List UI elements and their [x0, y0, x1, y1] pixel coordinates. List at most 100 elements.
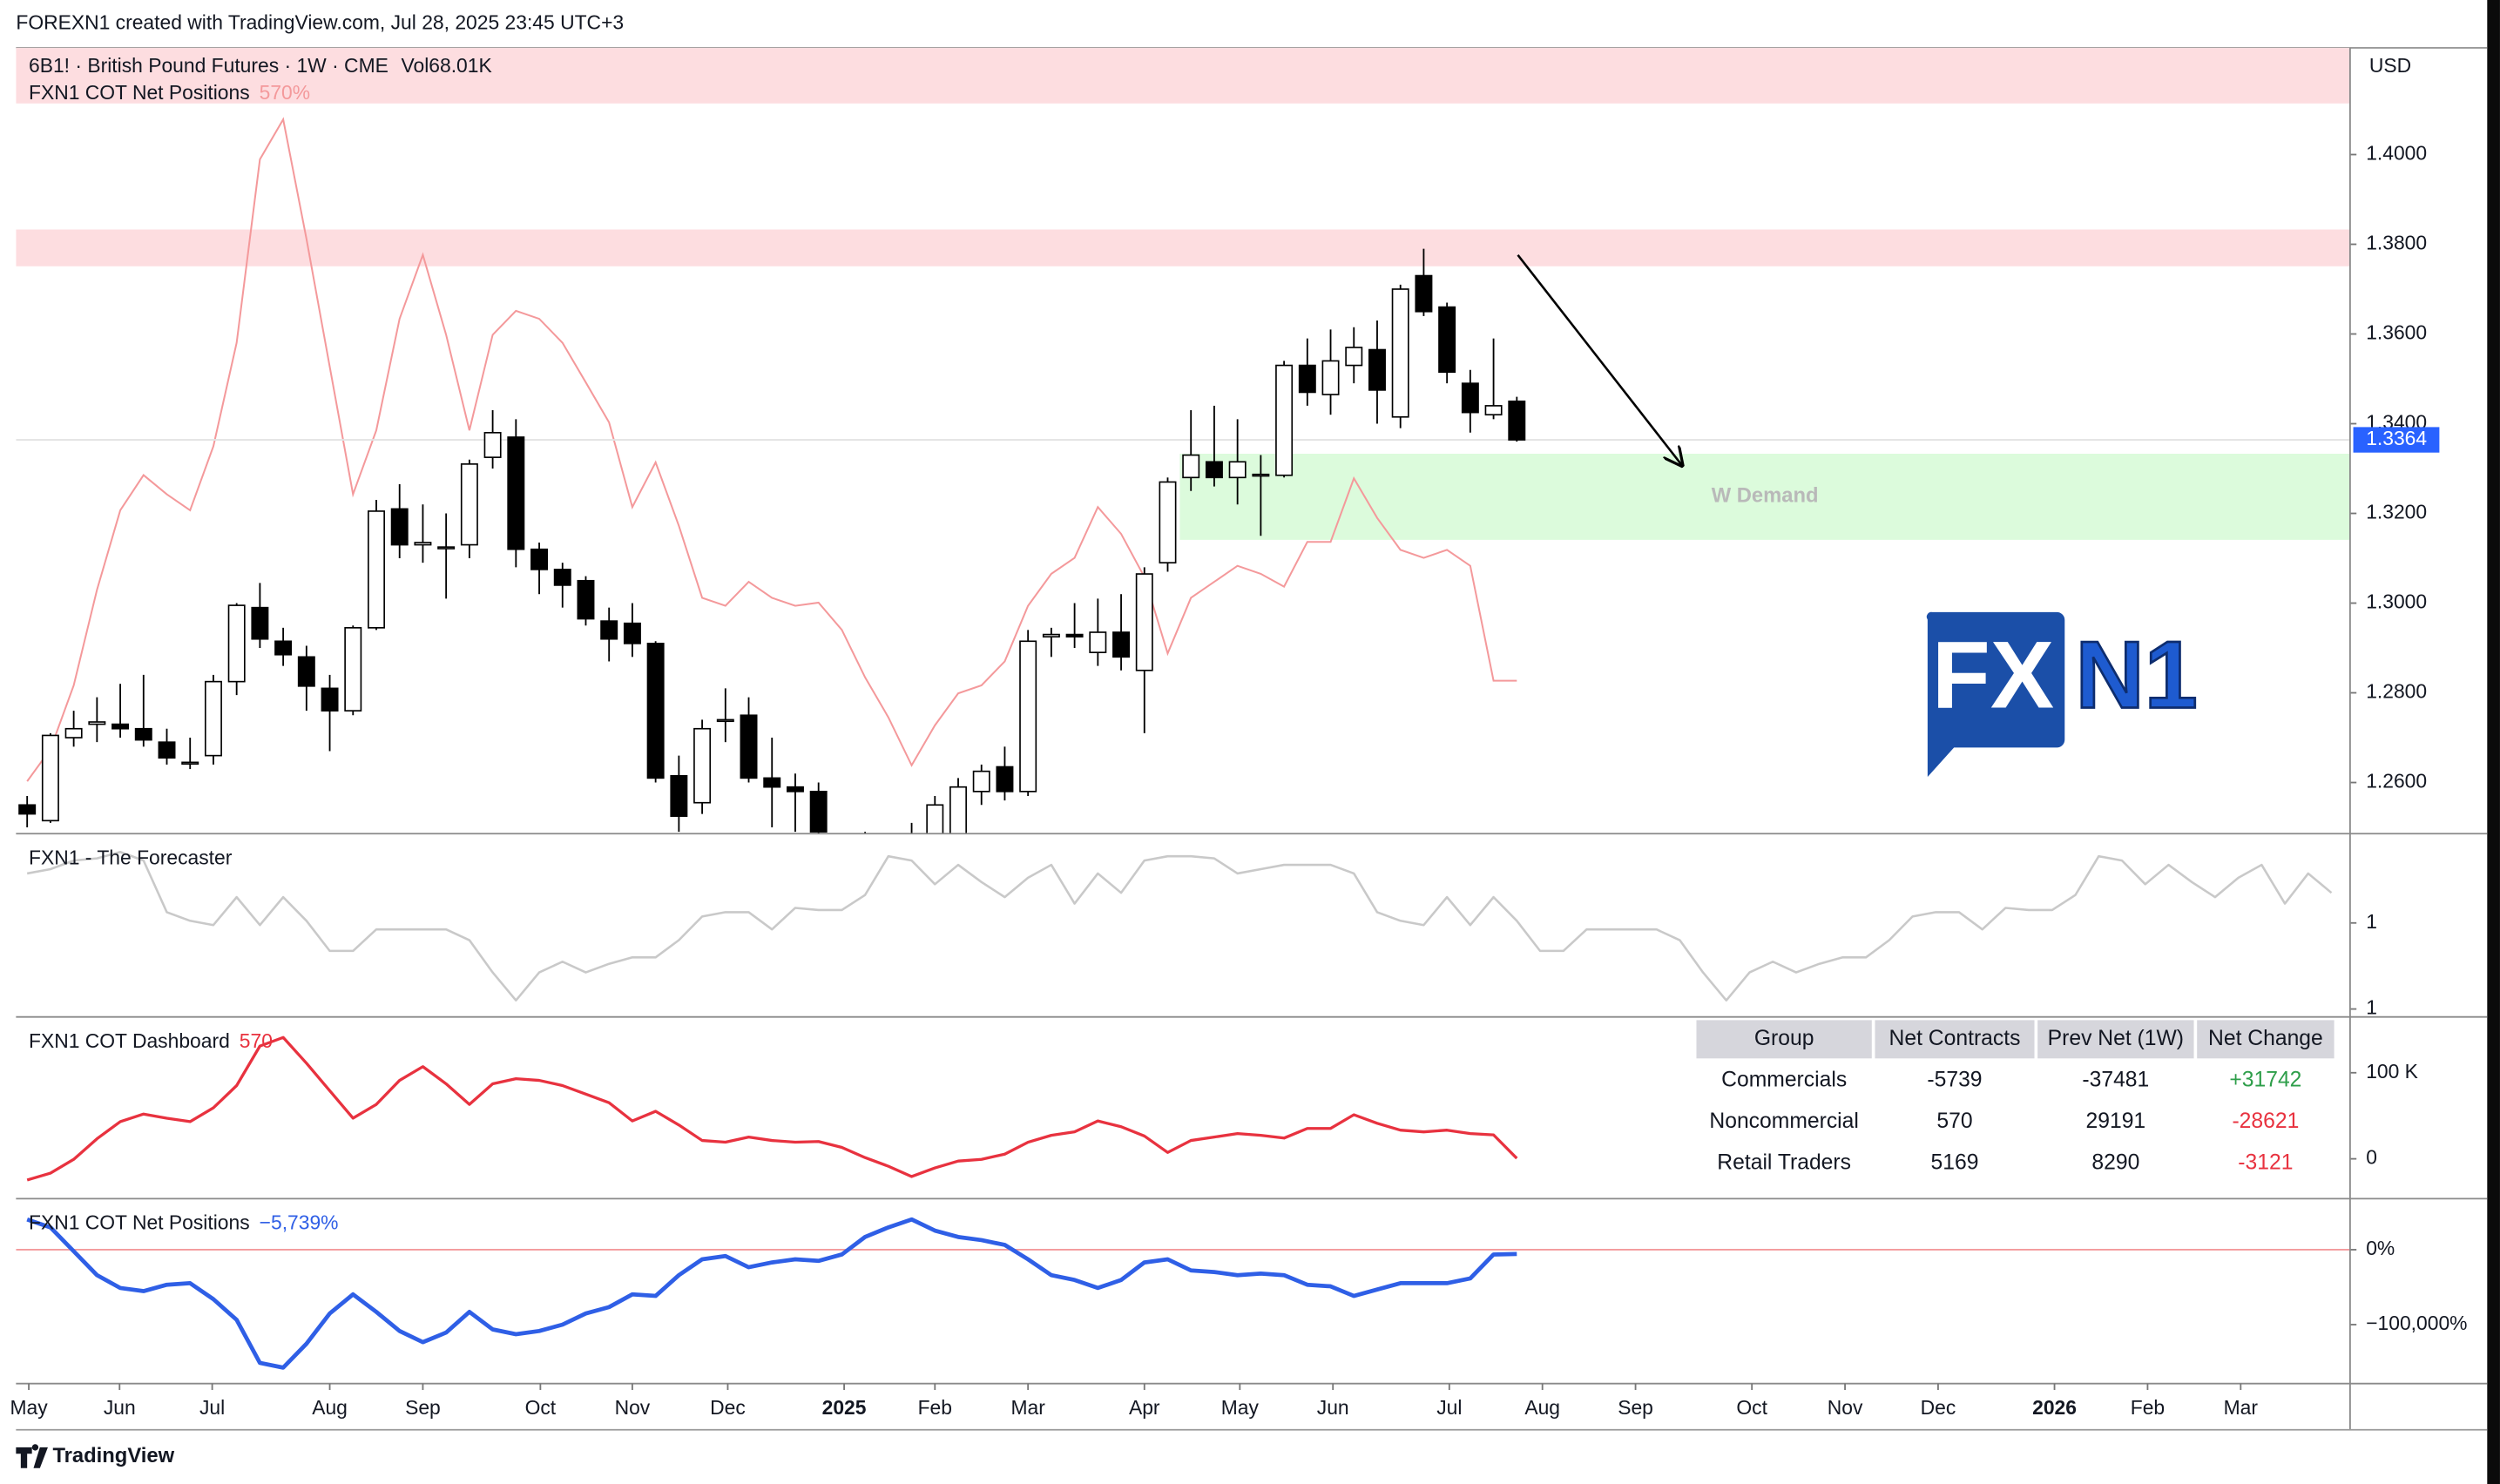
candle-body	[577, 579, 595, 620]
candle-body	[1345, 347, 1363, 367]
x-tick-label: Dec	[1921, 1396, 1956, 1419]
chart-title: 6B1! · British Pound Futures · 1W · CME	[29, 54, 389, 77]
candle-body	[181, 761, 199, 766]
candle-body	[530, 548, 549, 570]
x-tick-label: Apr	[1129, 1396, 1160, 1419]
table-cell: 29191	[2086, 1110, 2146, 1133]
brand-name: TradingView	[52, 1444, 174, 1467]
candle-body	[1391, 288, 1409, 418]
candle-body	[227, 604, 246, 683]
y-tick-label: 0	[2366, 1146, 2377, 1169]
y-tick-label: 1.2800	[2366, 680, 2427, 703]
table-cell: -37481	[2082, 1068, 2149, 1091]
series-line	[26, 1217, 1517, 1370]
table-header-cell	[1696, 1020, 1872, 1059]
panel	[26, 850, 2333, 1002]
candle-body	[88, 721, 106, 725]
candle-body	[1484, 405, 1503, 416]
x-tick-label: Aug	[312, 1396, 348, 1419]
candle-body	[437, 546, 456, 550]
series-line	[26, 1035, 1518, 1182]
x-tick-label: Oct	[525, 1396, 557, 1419]
candle-body	[507, 436, 525, 550]
table-header: Net Contracts	[1889, 1027, 2021, 1050]
candle-body	[344, 627, 362, 712]
y-tick-label: 1	[2366, 996, 2377, 1019]
zone-label: W Demand	[1712, 484, 1819, 508]
table-cell: Retail Traders	[1717, 1151, 1851, 1175]
x-tick-label: Sep	[1618, 1396, 1653, 1419]
x-tick-label: Sep	[405, 1396, 441, 1419]
x-tick-label: Dec	[710, 1396, 746, 1419]
panel	[16, 1217, 2350, 1370]
frame-edge	[2487, 0, 2500, 1484]
table-cell: -3121	[2238, 1151, 2293, 1175]
candle-body	[809, 791, 828, 833]
logo-right: N1	[2075, 622, 2197, 728]
candle-body	[1159, 481, 1177, 563]
candle-body	[1019, 640, 1037, 793]
plot-layer: W Demand 6B1! · British Pound Futures · 1…	[10, 47, 2488, 1430]
candle-body	[926, 804, 944, 834]
candle-body	[786, 786, 804, 793]
brand-icon	[16, 1444, 48, 1468]
candle-body	[1182, 454, 1200, 479]
table-cell: 5169	[1931, 1151, 1979, 1175]
candle-body	[483, 431, 502, 458]
candle-body	[600, 620, 618, 640]
candle-body	[1298, 364, 1316, 394]
candle-body	[1228, 461, 1247, 479]
candle-body	[716, 718, 734, 723]
candle-body	[1135, 573, 1153, 671]
candle-body	[158, 741, 176, 759]
candle-body	[553, 569, 571, 586]
candle-body	[996, 766, 1014, 793]
panel-value: 570	[240, 1029, 273, 1052]
table-cell: Noncommercial	[1709, 1110, 1859, 1133]
x-tick-label: Jun	[104, 1396, 136, 1419]
y-tick-label: 1.3800	[2366, 232, 2427, 254]
candle-body	[949, 786, 967, 834]
overlay-line	[26, 117, 1517, 782]
candle-body	[972, 770, 990, 793]
candle-body	[64, 727, 83, 739]
x-tick-label: Nov	[615, 1396, 651, 1419]
x-tick-label: Jul	[1436, 1396, 1462, 1419]
table-cell: -28621	[2232, 1110, 2299, 1133]
table-header-cell	[1875, 1020, 2035, 1059]
candle-body	[740, 714, 758, 779]
y-tick-label: 100 K	[2366, 1060, 2418, 1083]
candle-body	[670, 774, 688, 817]
table-header: Group	[1754, 1027, 1814, 1050]
candle-body	[321, 687, 339, 712]
table-cell: 570	[1936, 1110, 1972, 1133]
candle-body	[297, 656, 315, 687]
candle-body	[414, 542, 432, 546]
table-header-cell	[2197, 1020, 2334, 1059]
brand: TradingView	[16, 1444, 175, 1468]
candle-body	[1112, 631, 1131, 658]
overlay-value: 570%	[260, 81, 310, 104]
main-panel: W Demand	[16, 47, 2350, 834]
overlay-name: FXN1 COT Net Positions	[29, 81, 250, 104]
candle-body	[1275, 364, 1294, 476]
table-row	[1696, 1060, 2334, 1102]
candle-body	[646, 643, 665, 779]
x-tick-label: Feb	[918, 1396, 952, 1419]
candle-body	[1065, 633, 1084, 637]
candle-body	[134, 727, 152, 741]
x-tick-label: May	[1221, 1396, 1260, 1419]
table-cell: Commercials	[1721, 1068, 1847, 1091]
candle-body	[1252, 473, 1270, 477]
candle-body	[1438, 306, 1456, 374]
candle-body	[204, 680, 222, 757]
table-cell: -5739	[1927, 1068, 1982, 1091]
table-row	[1696, 1143, 2334, 1184]
table-header: Prev Net (1W)	[2048, 1027, 2184, 1050]
x-tick-label: 2025	[822, 1396, 867, 1419]
last-price-label: 1.3364	[2366, 427, 2427, 449]
panel-title: FXN1 - The Forecaster	[29, 847, 233, 869]
table-header: Net Change	[2208, 1027, 2323, 1050]
